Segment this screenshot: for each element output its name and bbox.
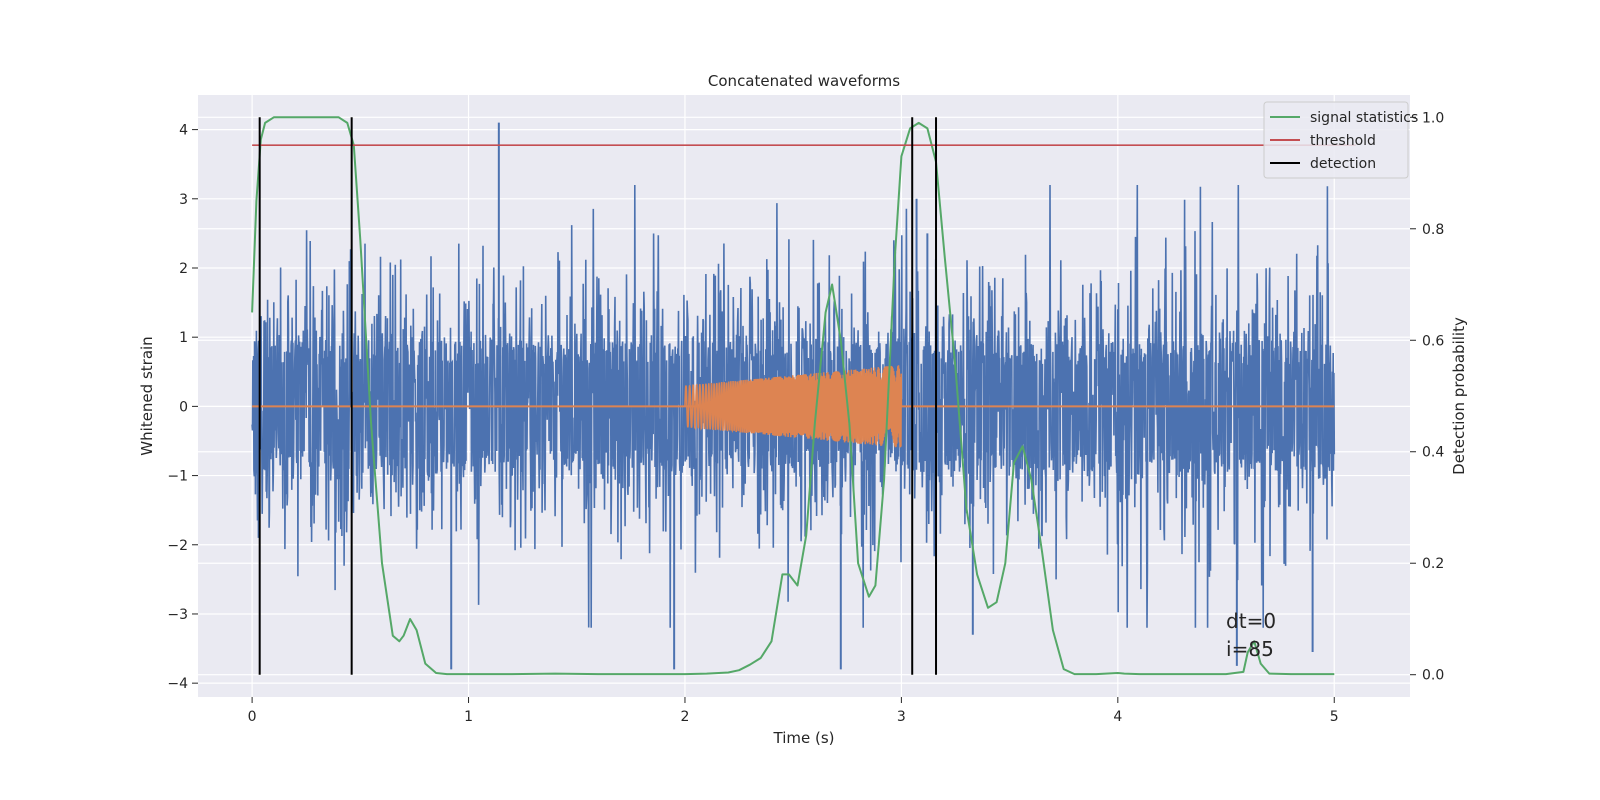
y-tick-label-right: 0.2 (1422, 556, 1444, 572)
chart-title: Concatenated waveforms (708, 72, 900, 90)
y-tick-label-left: −4 (167, 676, 188, 692)
x-tick-label: 3 (897, 709, 906, 725)
y-tick-label-left: 0 (179, 399, 188, 415)
plot-contents (251, 116, 1356, 676)
legend-label: signal statistics (1310, 110, 1418, 126)
y-axis-label-left: Whitened strain (138, 336, 156, 455)
y-tick-label-right: 0.4 (1422, 445, 1444, 461)
x-tick-label: 0 (248, 709, 257, 725)
legend-label: detection (1310, 156, 1376, 172)
y-tick-label-left: 1 (179, 330, 188, 346)
y-tick-label-right: 1.0 (1422, 110, 1444, 126)
x-tick-label: 4 (1113, 709, 1122, 725)
y-tick-label-left: 4 (179, 123, 188, 139)
y-tick-label-left: −1 (167, 469, 188, 485)
annotation-line: i=85 (1226, 637, 1274, 661)
x-tick-label: 5 (1330, 709, 1339, 725)
annotation-line: dt=0 (1226, 609, 1276, 633)
y-tick-label-right: 0.8 (1422, 222, 1444, 238)
legend: signal statistics threshold detection (1263, 101, 1418, 179)
y-tick-label-left: −2 (167, 538, 188, 554)
y-tick-label-left: 3 (179, 192, 188, 208)
y-tick-label-right: 0.0 (1422, 668, 1444, 684)
y-tick-label-left: 2 (179, 261, 188, 277)
x-axis-label: Time (s) (773, 729, 835, 747)
strain-series (251, 184, 1336, 628)
legend-label: threshold (1310, 133, 1376, 149)
y-tick-label-left: −3 (167, 607, 188, 623)
x-tick-label: 2 (681, 709, 690, 725)
y-tick-label-right: 0.6 (1422, 333, 1444, 349)
signal-statistics-series (251, 116, 1335, 676)
legend-box (1263, 101, 1409, 179)
annotation: dt=0 i=85 (1226, 609, 1276, 661)
injection-series (684, 365, 903, 448)
y-axis-label-right: Detection probability (1450, 317, 1468, 475)
axis-ticks: 0 1 2 3 4 5 −4 −3 −2 −1 0 1 2 3 4 0.0 0.2 0.4 0.6 0.8 1.0 (167, 110, 1444, 725)
x-tick-label: 1 (464, 709, 473, 725)
